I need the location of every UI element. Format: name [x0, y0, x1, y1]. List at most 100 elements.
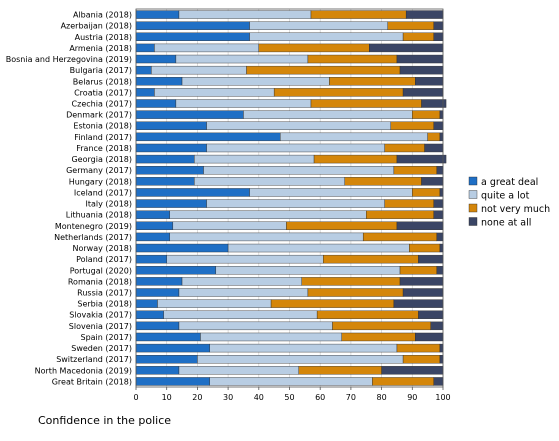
bar-segment [424, 143, 444, 153]
category-label: Lithuania (2018) [66, 211, 132, 220]
bar-segment [197, 355, 404, 364]
bar-segment [372, 377, 434, 386]
bar-segment [135, 243, 229, 253]
bar-segment [151, 65, 247, 75]
category-label: Italy (2018) [86, 200, 133, 209]
bar-segment [258, 43, 370, 53]
category-label: Bulgaria (2017) [70, 66, 132, 75]
bar-segment [421, 99, 447, 108]
bar-segment [427, 132, 441, 142]
bars [135, 10, 447, 386]
bar-segment [436, 266, 444, 275]
bar-segment [200, 332, 342, 342]
bar-segment [172, 221, 287, 230]
category-label: Austria (2018) [75, 33, 132, 42]
bar-segment [415, 332, 444, 342]
legend: a great deal quite a lot not very much none… [468, 176, 550, 229]
legend-label: none at all [481, 218, 531, 229]
bar-segment [439, 243, 444, 253]
category-label: Sweden (2017) [71, 344, 132, 353]
bar-segment [135, 221, 174, 230]
bar-segment [412, 110, 441, 119]
bar-segment [135, 166, 204, 175]
bar-segment [415, 77, 444, 86]
category-label: Belarus (2018) [73, 77, 132, 86]
bar-segment [135, 188, 250, 197]
category-label: Montenegro (2019) [55, 222, 132, 231]
bar-segment [362, 232, 438, 242]
bar-segment [329, 77, 416, 86]
category-label: Great Britain (2018) [52, 377, 132, 386]
bar-segment [135, 310, 164, 319]
category-label: Poland (2017) [76, 255, 132, 264]
bar-segment [135, 277, 183, 286]
bar-segment [135, 121, 207, 130]
category-label: Germany (2017) [66, 166, 132, 175]
legend-swatch [468, 190, 478, 199]
bar-segment [399, 65, 444, 75]
bar-segment [270, 299, 395, 308]
bar-segment [206, 199, 385, 208]
bar-segment [135, 10, 180, 19]
bar-segment [249, 188, 413, 197]
category-label: Norway (2018) [73, 244, 133, 253]
category-label: Serbia (2018) [77, 300, 132, 309]
bar-segment [387, 21, 434, 30]
legend-swatch [468, 217, 478, 226]
bar-segment [409, 243, 441, 253]
bar-segment [273, 88, 404, 97]
category-label: Azerbaijan (2018) [61, 22, 132, 31]
bar-segment [384, 143, 425, 153]
x-tick-label: 50 [284, 393, 294, 402]
bar-segment [135, 332, 201, 342]
bar-segment [169, 210, 367, 219]
x-axis-ticks: 0 10 20 30 40 50 60 70 80 90 100 [133, 387, 451, 402]
bar-segment [206, 143, 385, 153]
bar-segment [298, 366, 382, 375]
x-tick-label: 90 [407, 393, 417, 402]
bar-segment [344, 177, 422, 186]
bar-segment [163, 310, 318, 319]
bar-segment [439, 343, 444, 353]
category-label: France (2018) [76, 144, 132, 153]
category-label: Romania (2018) [68, 277, 132, 286]
bar-segment [439, 110, 444, 119]
bar-segment [135, 177, 195, 186]
bar-segment [181, 277, 302, 286]
bar-segment [243, 110, 413, 119]
bar-segment [135, 254, 167, 264]
x-tick-label: 40 [254, 393, 264, 402]
bar-segment [436, 166, 444, 175]
bar-segment [418, 254, 444, 264]
bar-segment [433, 32, 444, 41]
bar-segment [135, 65, 152, 75]
bar-segment [307, 288, 404, 297]
bar-segment [169, 232, 364, 242]
bar-segment [433, 121, 444, 130]
bar-segment [135, 266, 217, 275]
chart-caption: Confidence in the police [38, 414, 172, 427]
bar-segment [323, 254, 419, 264]
bar-segment [135, 232, 170, 242]
bar-segment [430, 321, 444, 331]
bar-segment [313, 154, 398, 164]
bar-segment [154, 43, 259, 53]
x-tick-label: 10 [162, 393, 172, 402]
bar-segment [178, 366, 299, 375]
bar-segment [249, 32, 404, 41]
bar-segment [412, 188, 441, 197]
bar-segment [181, 77, 330, 86]
bar-segment [135, 132, 281, 142]
bar-segment [396, 221, 444, 230]
bar-segment [135, 77, 183, 86]
legend-swatch [468, 176, 478, 186]
bar-segment [175, 54, 309, 64]
bar-segment [157, 299, 272, 308]
category-label: Hungary (2018) [69, 177, 132, 186]
bar-segment [135, 288, 180, 297]
bar-segment [194, 177, 345, 186]
bar-segment [366, 210, 434, 219]
bar-segment [135, 110, 244, 119]
bar-segment [178, 321, 333, 331]
